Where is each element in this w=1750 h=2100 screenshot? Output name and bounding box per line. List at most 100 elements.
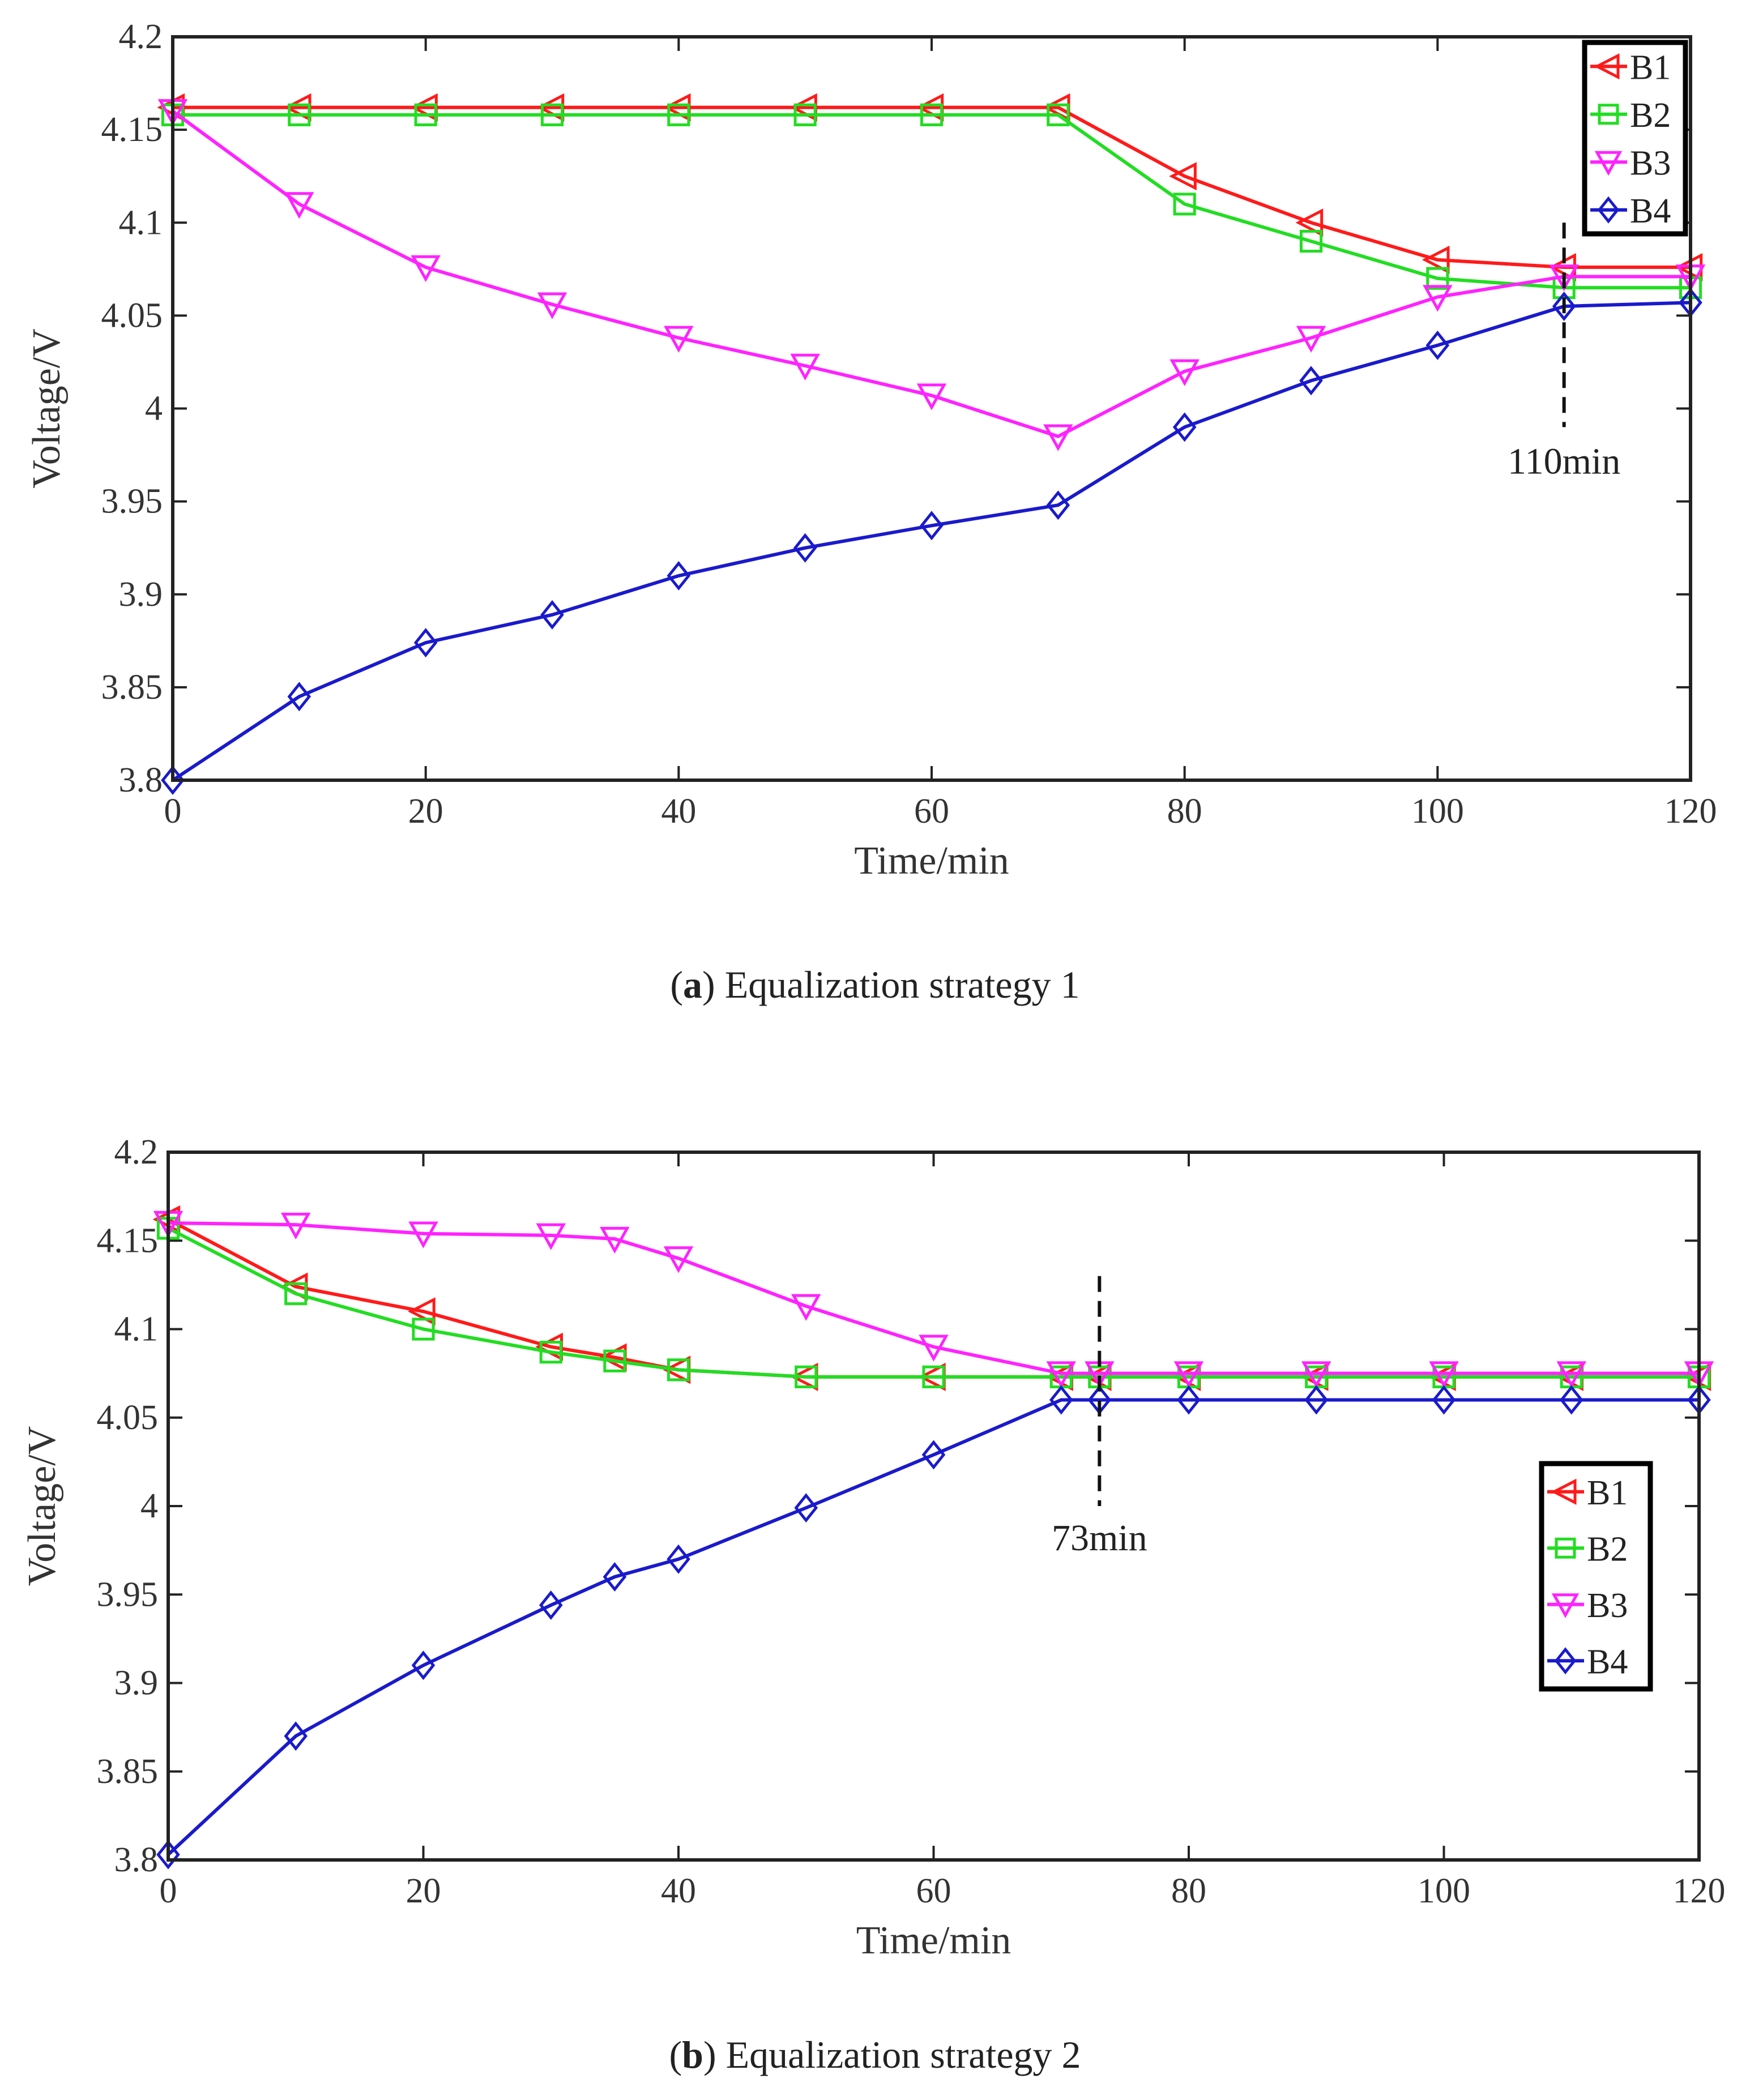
x-tick-label: 40 [661, 792, 696, 831]
y-axis-label: Voltage/V [20, 1426, 64, 1586]
data-point-B1 [1295, 208, 1324, 237]
data-point-B2 [412, 1318, 435, 1341]
data-point-B2 [156, 1217, 180, 1240]
data-point-B2 [414, 103, 437, 126]
x-tick-label: 120 [1664, 792, 1717, 831]
caption-b-letter: b [682, 2033, 703, 2076]
data-point-B2 [1679, 276, 1702, 300]
data-point-B2 [161, 103, 185, 126]
legend-marker-B2 [1598, 104, 1619, 125]
plot-frame [171, 35, 1692, 782]
data-point-B1 [1169, 162, 1197, 191]
series-B4 [161, 288, 1702, 795]
y-tick-label: 4 [140, 1487, 158, 1525]
y-tick-label: 4.1 [114, 1310, 159, 1349]
series-line-B3 [172, 109, 1691, 438]
data-point-B2 [795, 1365, 818, 1388]
caption-a-letter: a [683, 963, 703, 1006]
data-point-B4 [161, 765, 185, 795]
plot-frame [167, 1150, 1701, 1862]
data-point-B4 [540, 600, 564, 630]
y-tick-label: 3.9 [119, 575, 163, 614]
data-point-B3 [600, 1226, 630, 1254]
x-tick-label: 60 [916, 1872, 951, 1910]
legend-marker-B4 [1597, 196, 1620, 224]
data-point-B2 [288, 103, 311, 126]
legend-marker-B1 [1551, 1478, 1577, 1505]
data-point-B4 [156, 1840, 180, 1870]
data-point-B2 [1687, 1365, 1711, 1388]
series-B2 [156, 1217, 1711, 1388]
x-axis-label: Time/min [854, 839, 1009, 883]
data-point-B2 [540, 103, 564, 126]
x-tick-label: 20 [406, 1872, 441, 1910]
y-axis-label: Voltage/V [25, 328, 69, 489]
series-line-B2 [167, 1226, 1699, 1379]
data-point-B2 [1305, 1365, 1328, 1388]
data-point-B1 [408, 1297, 436, 1326]
data-point-B4 [667, 561, 691, 591]
data-point-B4 [1432, 1385, 1456, 1415]
series-B2 [161, 103, 1702, 300]
data-point-B3 [663, 1246, 694, 1273]
data-point-B4 [1552, 291, 1576, 321]
legend-marker-B3 [1594, 151, 1623, 176]
y-tick-label: 3.8 [119, 761, 163, 799]
data-point-B3 [1043, 424, 1073, 451]
y-tick-label: 4.15 [97, 1221, 159, 1260]
series-B4 [156, 1385, 1711, 1870]
data-point-B3 [1169, 359, 1200, 386]
data-point-B3 [790, 353, 820, 381]
series-line-B1 [167, 1218, 1699, 1379]
data-point-B2 [922, 1365, 945, 1388]
data-point-B3 [284, 192, 314, 219]
legend-label-B4: B4 [1630, 192, 1671, 230]
data-point-B4 [284, 1721, 308, 1751]
chart-b: 0 20 40 60 80 100 120 3.8 3.85 3.9 3.95 4 4.05 4.1 4.1… [20, 1133, 1726, 1962]
y-tick-label: 3.85 [97, 1752, 159, 1791]
legend: B1 B2 B3 B4 [1582, 40, 1688, 237]
data-point-B4 [920, 511, 944, 541]
data-point-B3 [1556, 1361, 1586, 1388]
data-point-B3 [1423, 285, 1453, 312]
legend-marker-B1 [1594, 53, 1620, 80]
data-point-B3 [919, 1335, 949, 1362]
data-point-B3 [1296, 326, 1326, 353]
legend-label-B4: B4 [1587, 1643, 1628, 1681]
annotation-label: 110min [1508, 440, 1620, 482]
legend-label-B1: B1 [1587, 1474, 1628, 1512]
y-tick-label: 3.9 [114, 1664, 159, 1703]
data-point-B4 [539, 1590, 563, 1620]
annotation-label: 73min [1052, 1517, 1147, 1559]
data-point-B3 [1173, 1361, 1204, 1388]
data-point-B4 [287, 682, 311, 712]
data-point-B4 [1304, 1385, 1329, 1415]
data-point-B3 [1549, 264, 1579, 292]
legend-box [1582, 40, 1688, 237]
x-tick-label: 80 [1171, 1872, 1206, 1910]
data-point-B2 [1299, 229, 1323, 253]
x-tick-label: 80 [1167, 792, 1202, 831]
y-tick-label: 4.1 [119, 203, 163, 242]
x-tick-label: 40 [661, 1872, 696, 1910]
series-B1 [152, 1205, 1711, 1391]
data-point-B3 [408, 1221, 438, 1248]
legend-marker-B2 [1555, 1537, 1576, 1559]
legend-label-B1: B1 [1630, 48, 1671, 87]
data-point-B4 [921, 1440, 946, 1470]
data-point-B2 [284, 1282, 308, 1306]
data-point-B3 [1429, 1361, 1459, 1388]
series-line-B2 [173, 113, 1691, 290]
legend: B1 B2 B3 B4 [1539, 1461, 1653, 1692]
data-point-B4 [1172, 412, 1197, 442]
data-point-B2 [667, 103, 690, 126]
data-point-B2 [793, 103, 817, 126]
x-tick-label: 60 [914, 792, 949, 831]
y-tick-label: 4.05 [101, 296, 163, 335]
data-point-B4 [1559, 1385, 1583, 1415]
data-point-B3 [411, 255, 441, 283]
data-point-B2 [539, 1341, 562, 1364]
data-point-B4 [411, 1650, 436, 1680]
data-point-B2 [920, 103, 944, 126]
